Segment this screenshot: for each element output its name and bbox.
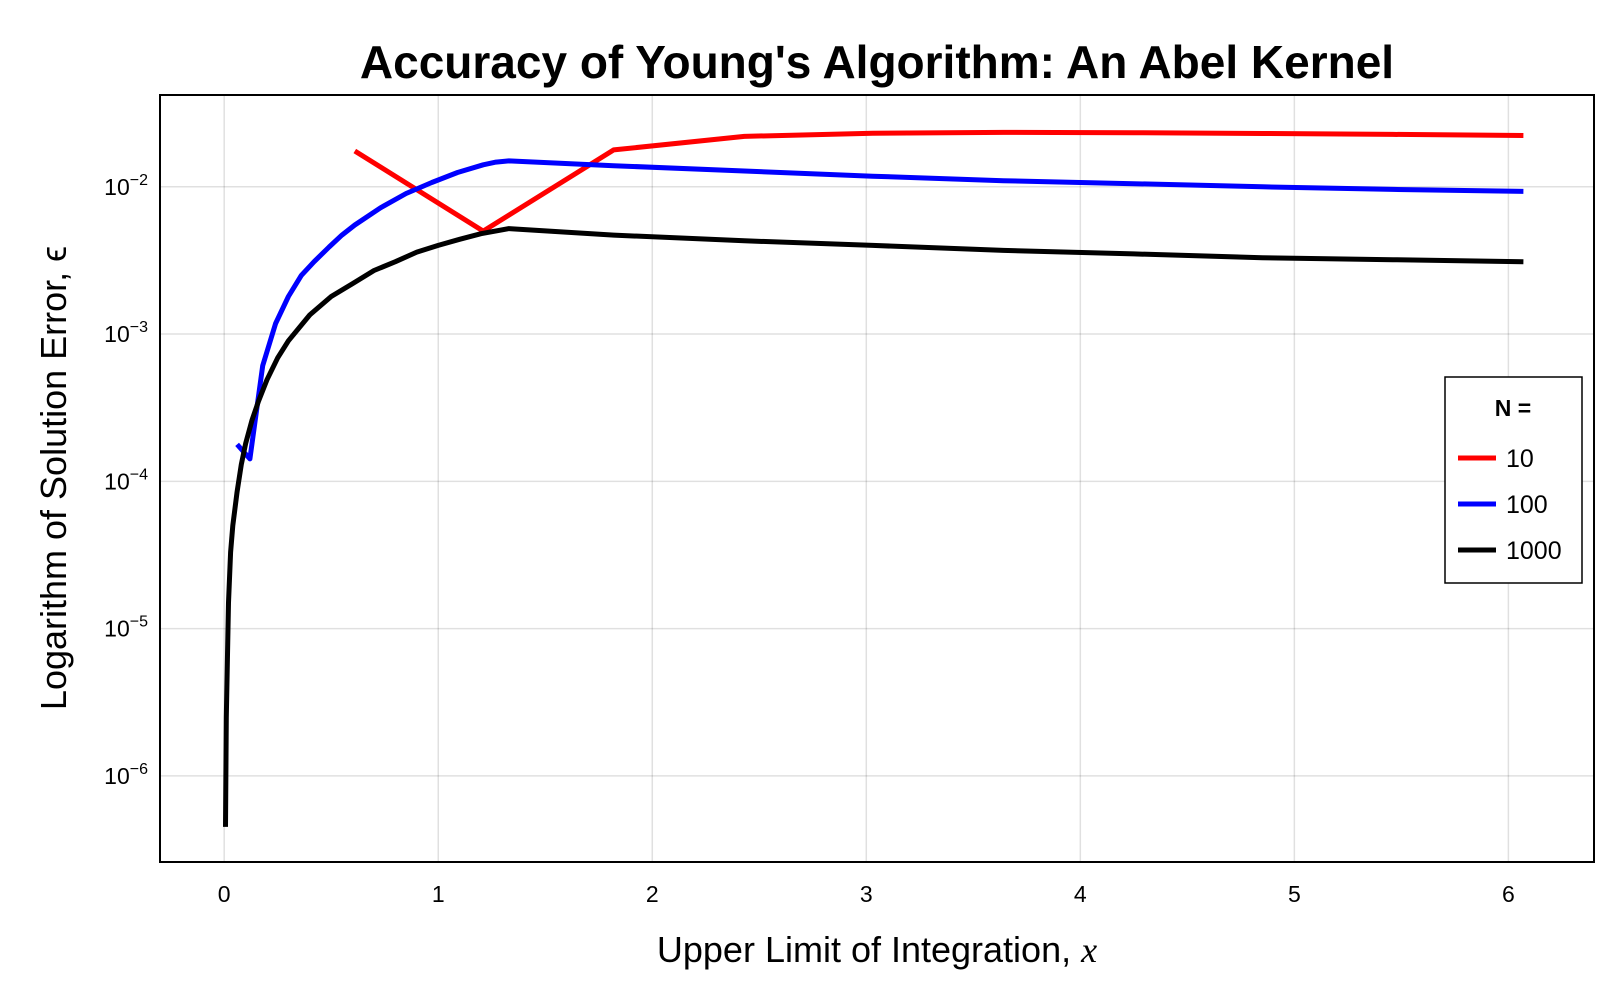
plot-frame bbox=[159, 94, 1595, 863]
y-axis-label: Logarithm of Solution Error, ϵ bbox=[33, 246, 74, 710]
legend-label: 1000 bbox=[1506, 537, 1562, 565]
legend-label: 100 bbox=[1506, 491, 1548, 519]
y-tick-label: 10−6 bbox=[104, 761, 148, 789]
x-tick-label: 1 bbox=[432, 881, 445, 907]
y-tick-labels: 10−6 10−5 10−4 10−3 10−2 bbox=[104, 172, 148, 789]
x-tick-label: 3 bbox=[860, 881, 873, 907]
legend-title: N = bbox=[1495, 395, 1531, 421]
y-tick-label: 10−2 bbox=[104, 172, 148, 200]
legend-entries: 10 100 1000 bbox=[1458, 445, 1562, 565]
x-tick-label: 4 bbox=[1074, 881, 1087, 907]
legend-label: 10 bbox=[1506, 445, 1534, 473]
x-axis-label-variable: x bbox=[1080, 930, 1097, 970]
series-line-n1000 bbox=[223, 226, 1524, 827]
series-lines bbox=[223, 129, 1524, 827]
series-line-n100 bbox=[235, 158, 1524, 462]
x-tick-label: 0 bbox=[218, 881, 231, 907]
x-axis-label-text: Upper Limit of Integration, bbox=[657, 929, 1081, 970]
x-tick-label: 2 bbox=[646, 881, 659, 907]
x-tick-label: 6 bbox=[1502, 881, 1515, 907]
x-tick-labels: 0 1 2 3 4 5 6 bbox=[218, 881, 1515, 907]
y-tick-label: 10−5 bbox=[104, 614, 148, 642]
legend-box bbox=[1444, 376, 1583, 584]
chart-title: Accuracy of Young's Algorithm: An Abel K… bbox=[360, 36, 1394, 88]
x-tick-label: 5 bbox=[1288, 881, 1301, 907]
y-tick-label: 10−4 bbox=[104, 466, 148, 494]
grid-lines bbox=[160, 95, 1594, 862]
series-line-n10 bbox=[353, 129, 1524, 234]
legend: N = 10 100 1000 bbox=[1444, 376, 1583, 584]
x-axis-label: Upper Limit of Integration, x bbox=[657, 929, 1097, 970]
y-tick-label: 10−3 bbox=[104, 319, 148, 347]
